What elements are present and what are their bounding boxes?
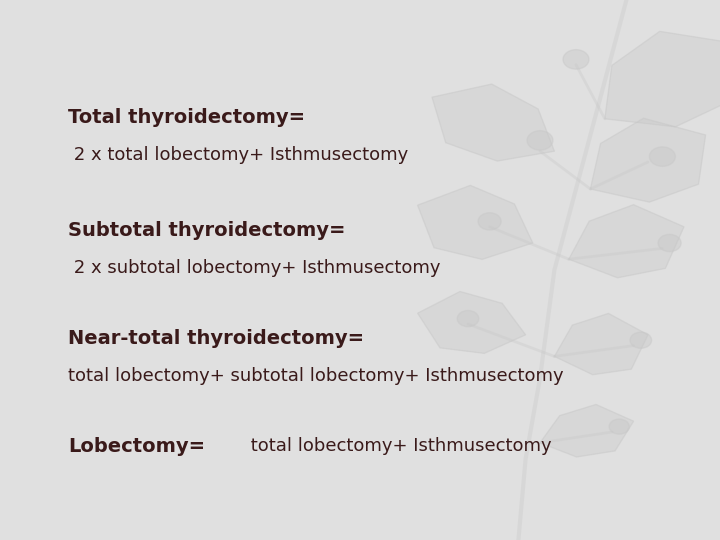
Polygon shape: [590, 118, 706, 202]
Circle shape: [457, 310, 479, 327]
Polygon shape: [418, 292, 526, 353]
Polygon shape: [605, 31, 720, 127]
Text: Near-total thyroidectomy=: Near-total thyroidectomy=: [68, 329, 364, 348]
Circle shape: [478, 213, 501, 230]
Polygon shape: [554, 313, 648, 375]
Circle shape: [630, 332, 652, 348]
Polygon shape: [540, 404, 634, 457]
Circle shape: [563, 50, 589, 69]
Polygon shape: [418, 185, 533, 259]
Text: 2 x total lobectomy+ Isthmusectomy: 2 x total lobectomy+ Isthmusectomy: [68, 146, 409, 164]
Circle shape: [609, 419, 629, 434]
Polygon shape: [432, 84, 554, 161]
Circle shape: [658, 234, 681, 252]
Text: Subtotal thyroidectomy=: Subtotal thyroidectomy=: [68, 221, 346, 240]
Circle shape: [527, 131, 553, 150]
Text: total lobectomy+ subtotal lobectomy+ Isthmusectomy: total lobectomy+ subtotal lobectomy+ Ist…: [68, 367, 564, 385]
Text: Lobectomy=: Lobectomy=: [68, 437, 205, 456]
Text: total lobectomy+ Isthmusectomy: total lobectomy+ Isthmusectomy: [246, 437, 552, 455]
Polygon shape: [569, 205, 684, 278]
Circle shape: [649, 147, 675, 166]
Text: Total thyroidectomy=: Total thyroidectomy=: [68, 108, 305, 127]
Text: 2 x subtotal lobectomy+ Isthmusectomy: 2 x subtotal lobectomy+ Isthmusectomy: [68, 259, 441, 277]
